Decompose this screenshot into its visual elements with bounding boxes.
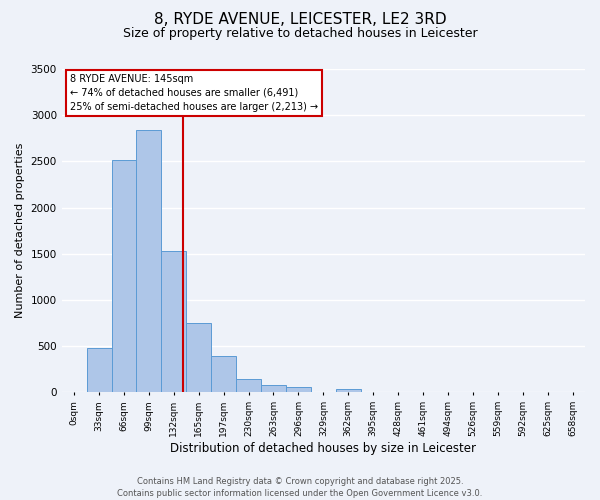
Bar — [286, 388, 311, 392]
Bar — [211, 356, 236, 392]
Bar — [136, 130, 161, 392]
Bar — [261, 385, 286, 392]
Bar — [236, 378, 261, 392]
Bar — [336, 388, 361, 392]
Text: 8 RYDE AVENUE: 145sqm
← 74% of detached houses are smaller (6,491)
25% of semi-d: 8 RYDE AVENUE: 145sqm ← 74% of detached … — [70, 74, 317, 112]
Text: Contains HM Land Registry data © Crown copyright and database right 2025.
Contai: Contains HM Land Registry data © Crown c… — [118, 476, 482, 498]
Bar — [186, 323, 211, 392]
X-axis label: Distribution of detached houses by size in Leicester: Distribution of detached houses by size … — [170, 442, 476, 455]
Bar — [161, 251, 186, 392]
Bar — [86, 348, 112, 393]
Text: Size of property relative to detached houses in Leicester: Size of property relative to detached ho… — [122, 28, 478, 40]
Y-axis label: Number of detached properties: Number of detached properties — [15, 143, 25, 318]
Bar — [112, 160, 136, 392]
Text: 8, RYDE AVENUE, LEICESTER, LE2 3RD: 8, RYDE AVENUE, LEICESTER, LE2 3RD — [154, 12, 446, 28]
